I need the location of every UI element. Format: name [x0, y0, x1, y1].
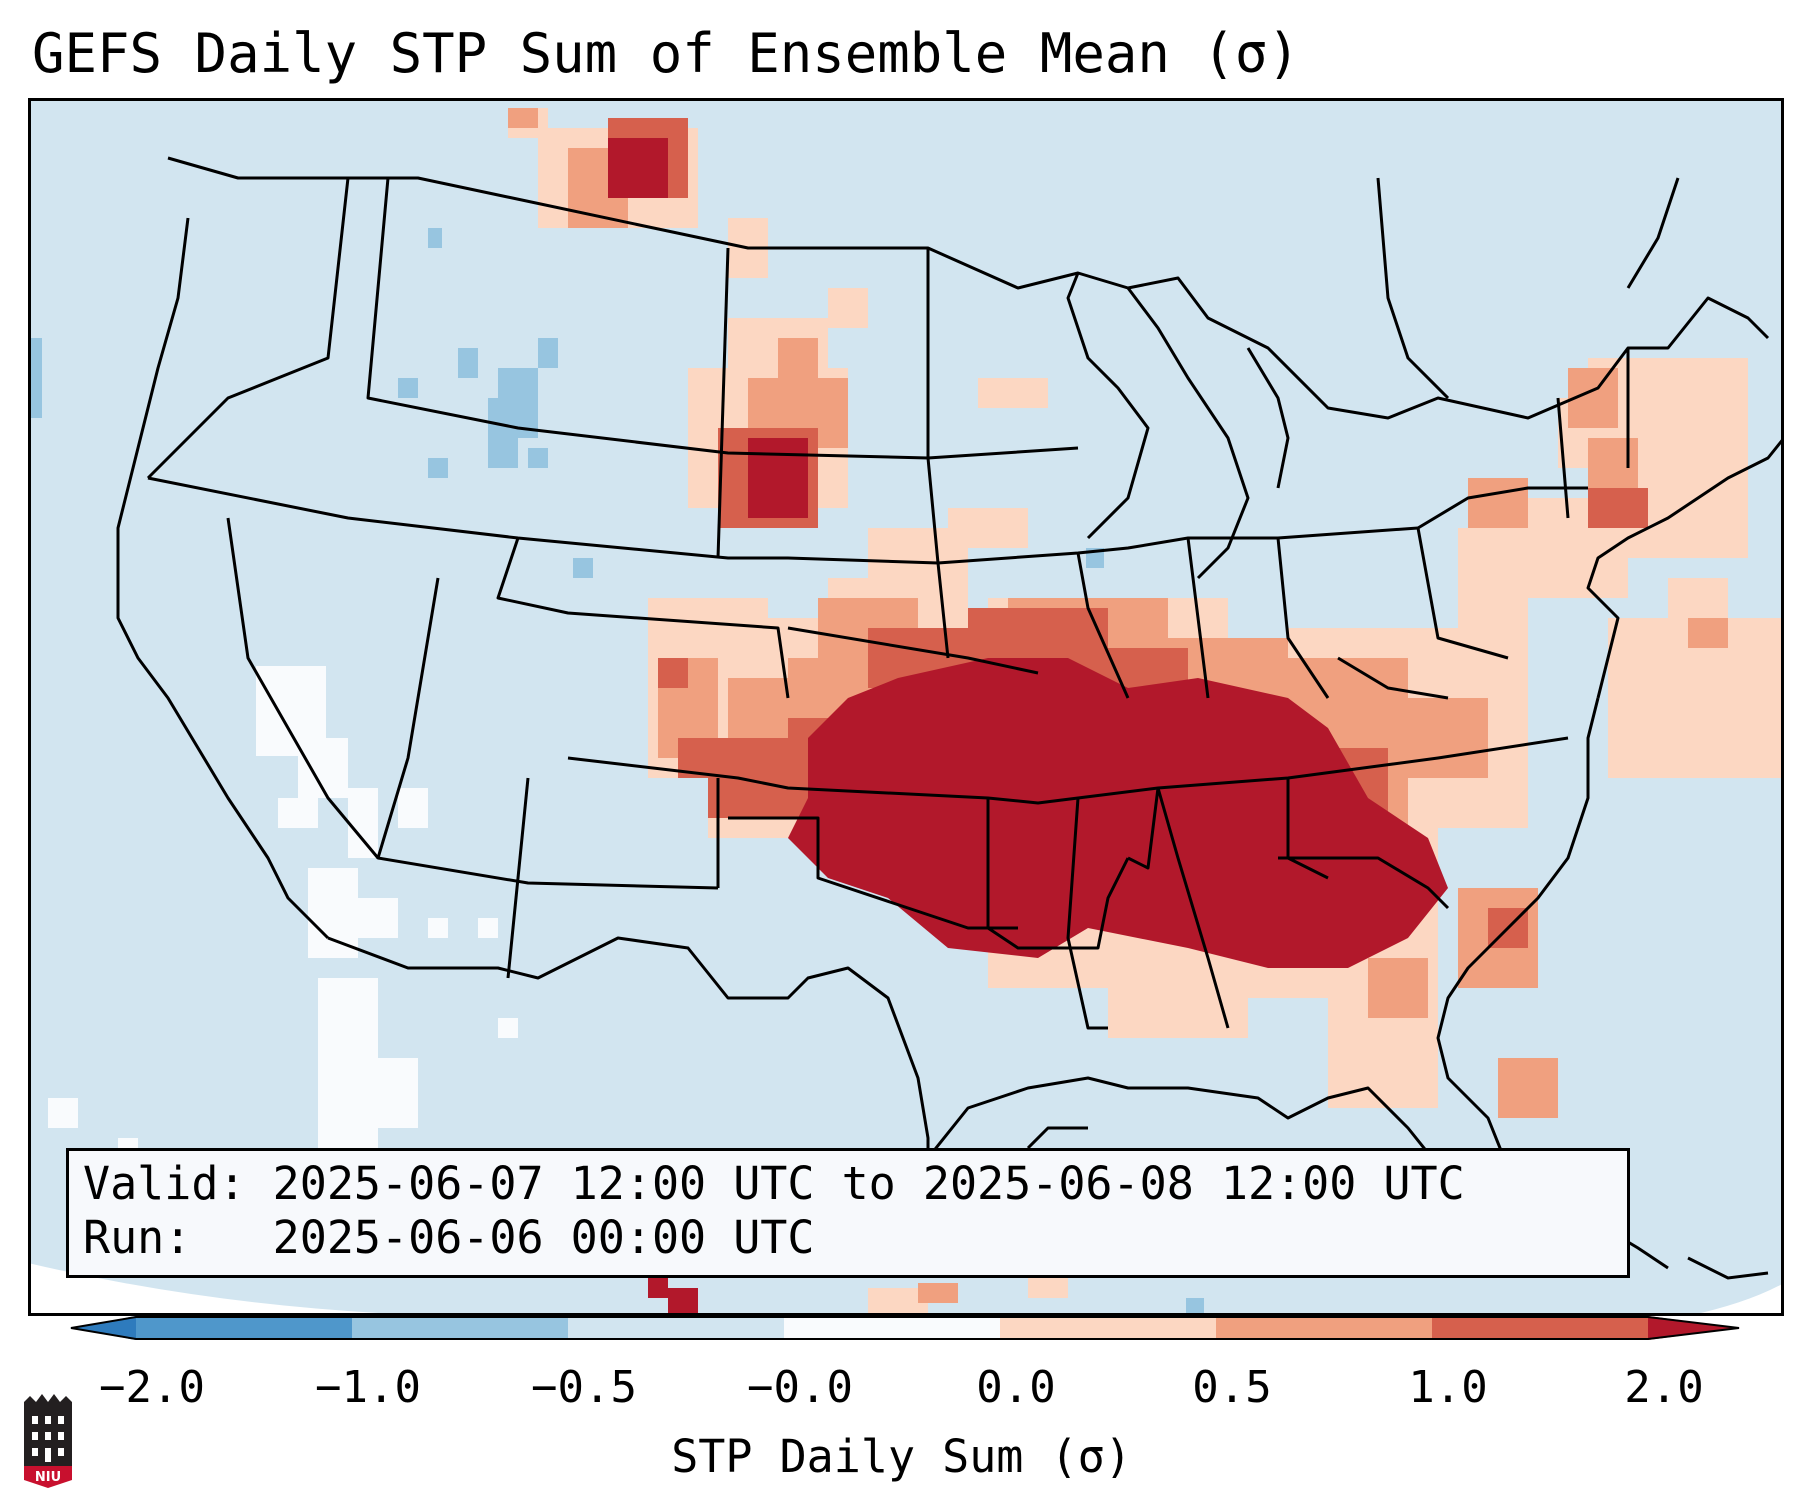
niu-logo: NIU: [24, 1394, 72, 1488]
state-boundaries: [116, 156, 1784, 1210]
valid-line: Valid: 2025-06-07 12:00 UTC to 2025-06-0…: [83, 1157, 1465, 1210]
colorbar-tick: 0.5: [1192, 1362, 1272, 1413]
colorbar: [70, 1316, 1740, 1340]
colorbar-tick: 2.0: [1624, 1362, 1704, 1413]
colorbar-segment: [568, 1316, 784, 1340]
logo-text: NIU: [35, 1470, 61, 1485]
colorbar-segment: [784, 1316, 1000, 1340]
colorbar-segment: [136, 1316, 352, 1340]
map-frame: [28, 98, 1784, 1316]
projection-edge: [1688, 1283, 1784, 1316]
colorbar-label: STP Daily Sum (σ): [671, 1430, 1132, 1483]
stp-anomaly-field: [28, 108, 1784, 1316]
run-line: Run: 2025-06-06 00:00 UTC: [83, 1211, 815, 1264]
projection-edge: [28, 1263, 448, 1316]
valid-time-box: Valid: 2025-06-07 12:00 UTC to 2025-06-0…: [66, 1148, 1630, 1278]
colorbar-tick: −2.0: [99, 1362, 205, 1413]
colorbar-tick: 0.0: [976, 1362, 1056, 1413]
colorbar-tick: 1.0: [1408, 1362, 1488, 1413]
page-title: GEFS Daily STP Sum of Ensemble Mean (σ): [32, 22, 1300, 85]
colorbar-tick: −0.5: [531, 1362, 637, 1413]
near-zero-cells: [48, 666, 518, 1258]
colorbar-segment: [1432, 1316, 1648, 1340]
colorbar-tick: −1.0: [315, 1362, 421, 1413]
max-positive-cells: [608, 138, 1448, 1316]
colorbar-tick: −0.0: [747, 1362, 853, 1413]
colorbar-segment: [352, 1316, 568, 1340]
colorbar-extend-high: [1648, 1316, 1740, 1340]
colorbar-segment: [1000, 1316, 1216, 1340]
colorbar-segment: [1216, 1316, 1432, 1340]
colorbar-extend-low: [70, 1316, 136, 1340]
map-panel: [28, 98, 1784, 1316]
colorbar-outline: [70, 1316, 1740, 1340]
